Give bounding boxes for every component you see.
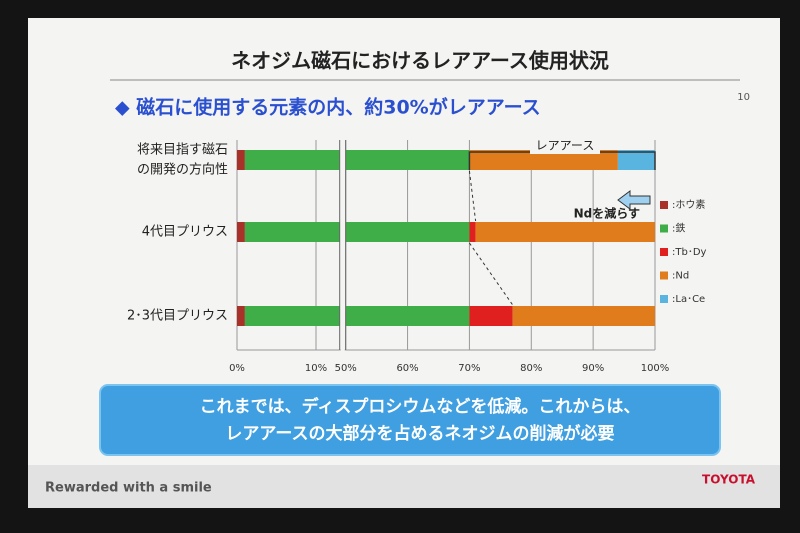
message-box	[99, 384, 721, 456]
y-tick-label: 将来目指す磁石	[137, 143, 228, 158]
bar-segment	[244, 306, 340, 326]
message-line: これまでは、ディスプロシウムなどを低減。これからは、	[200, 396, 641, 417]
legend-label: :Tb･Dy	[672, 247, 707, 258]
x-tick-label: 80%	[520, 363, 542, 374]
subtitle: ◆ 磁石に使用する元素の内、約30%がレアアース	[115, 96, 541, 119]
bar-segment	[237, 150, 245, 170]
legend-swatch	[660, 224, 668, 233]
bar-segment	[469, 150, 618, 170]
bar-segment	[469, 222, 476, 242]
legend-label: :La･Ce	[672, 294, 705, 305]
legend-label: :鉄	[672, 222, 685, 235]
x-tick-label: 50%	[335, 363, 357, 374]
annotation: レアアース	[536, 139, 595, 153]
bar-segment	[345, 306, 470, 326]
x-tick-label: 100%	[641, 363, 670, 374]
x-tick-label: 10%	[305, 363, 327, 374]
footer-band	[28, 465, 780, 508]
legend-swatch	[660, 271, 668, 280]
x-tick-label: 70%	[458, 363, 480, 374]
legend-label: :Nd	[672, 271, 689, 282]
x-tick-label: 60%	[396, 363, 418, 374]
bar-segment	[345, 150, 470, 170]
legend-swatch	[660, 248, 668, 256]
arrow	[617, 190, 651, 210]
logo: TOYOTA	[702, 473, 756, 487]
bar-segment	[617, 150, 655, 170]
guide	[469, 242, 514, 306]
message-line: レアアースの大部分を占めるネオジムの削減が必要	[225, 423, 614, 444]
annotation-bg	[530, 138, 600, 154]
y-tick-label: 4代目プリウス	[142, 225, 228, 240]
x-tick-label: 0%	[229, 363, 245, 374]
title: ネオジム磁石におけるレアアース使用状況	[231, 49, 609, 73]
bar-segment	[237, 306, 245, 326]
x-tick-label: 90%	[582, 363, 604, 374]
guide	[468, 170, 477, 222]
footer: Rewarded with a smile	[45, 481, 212, 496]
bar-segment	[469, 306, 513, 326]
legend-swatch	[660, 201, 668, 209]
legend-label: :ホウ素	[672, 198, 705, 211]
bar-segment	[475, 222, 655, 242]
page-number: 10	[737, 92, 750, 103]
bar-segment	[345, 222, 470, 242]
bar-segment	[244, 222, 340, 242]
annotation: Ndを減らす	[574, 206, 640, 221]
y-tick-label: の開発の方向性	[137, 162, 228, 178]
y-tick-label: 2･3代目プリウス	[127, 309, 228, 324]
axis-break-gap	[340, 135, 345, 355]
bar-segment	[237, 222, 245, 242]
legend-swatch	[660, 295, 668, 303]
bar-segment	[244, 150, 340, 170]
bar-segment	[512, 306, 655, 326]
